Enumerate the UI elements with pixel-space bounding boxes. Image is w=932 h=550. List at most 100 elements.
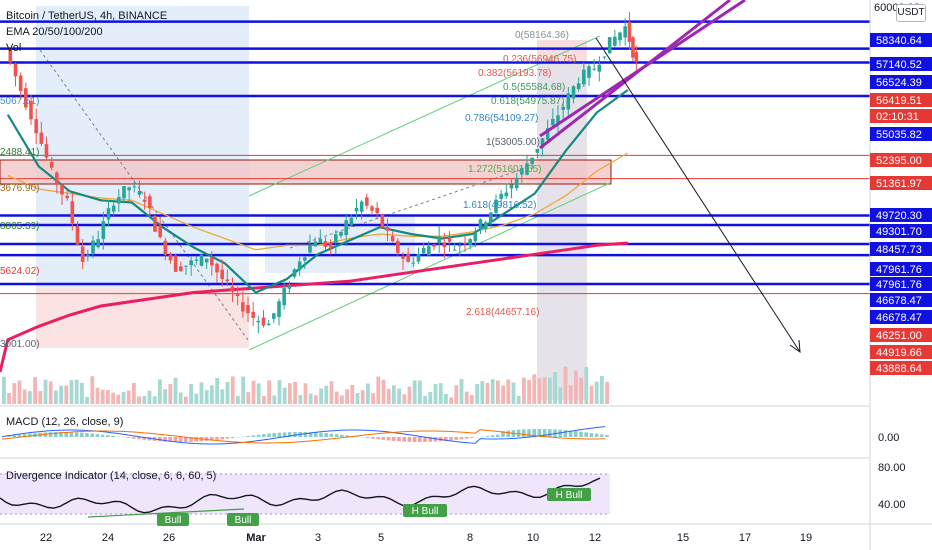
candle-body — [514, 177, 519, 189]
macd-legend[interactable]: MACD (12, 26, close, 9) — [6, 416, 124, 428]
macd-bar — [225, 437, 230, 439]
candle-body — [137, 190, 142, 195]
macd-bar — [563, 430, 568, 437]
ema-legend[interactable]: EMA 20/50/100/200 — [6, 26, 103, 38]
volume-bar — [121, 391, 126, 404]
time-axis-label: Mar — [246, 532, 266, 544]
volume-bar — [173, 377, 178, 404]
candle-body — [406, 253, 410, 262]
bull-badge — [227, 513, 259, 526]
time-axis[interactable]: 22 24 26 Mar 3 5 8 10 12 15 17 19 — [40, 532, 812, 544]
dashed-trendlines — [39, 49, 521, 341]
divergence-axis-80: 80.00 — [878, 462, 906, 474]
candle-body — [576, 83, 581, 90]
price-axis-value: 51361.97 — [876, 178, 922, 190]
macd-pane[interactable] — [1, 426, 609, 445]
fib-label: 1.272(51601.65) — [468, 164, 541, 175]
divergence-line[interactable] — [0, 477, 601, 514]
candle-body — [349, 217, 354, 226]
macd-bar — [324, 433, 328, 437]
volume-bar — [298, 395, 303, 404]
macd-bar — [54, 432, 58, 437]
vol-legend[interactable]: Vol — [6, 42, 22, 54]
volume-bar — [600, 376, 604, 404]
candle-body — [251, 311, 255, 318]
volume-bar — [59, 385, 63, 404]
candle-body — [86, 254, 90, 256]
fib-label: 1(53005.00) — [486, 137, 540, 148]
volume-bar — [256, 383, 261, 404]
resistance-zone[interactable] — [0, 159, 612, 185]
projection-arrow[interactable] — [595, 37, 801, 354]
price-axis-value: 47961.76 — [876, 264, 922, 276]
macd-bar — [80, 432, 84, 437]
macd-bar — [584, 432, 588, 437]
candle-body — [354, 207, 359, 212]
candle-body — [478, 219, 483, 230]
volume-bar — [386, 388, 391, 404]
time-axis-label: 12 — [589, 532, 601, 544]
price-axis-badge — [870, 33, 932, 47]
volume-bar — [236, 395, 240, 404]
fib-labels: 0(58164.36) 0.236(56946.75) 0.382(56193.78… — [463, 30, 576, 318]
candles[interactable] — [8, 12, 639, 334]
volume-bar — [132, 382, 136, 404]
macd-bar — [293, 432, 297, 437]
purple-channel[interactable] — [539, 0, 746, 150]
volume-bar — [184, 396, 188, 404]
ema200-line[interactable] — [0, 241, 628, 373]
candle-body — [613, 36, 617, 46]
volume-bar — [33, 377, 37, 404]
macd-bar — [106, 435, 110, 437]
macd-bar — [314, 432, 318, 437]
volume-bar — [511, 382, 516, 404]
macd-bar — [605, 435, 609, 437]
candle-body — [91, 240, 95, 254]
candle-body — [292, 269, 297, 277]
candle-body — [215, 263, 219, 273]
macd-bar — [490, 435, 495, 437]
candle-body — [339, 231, 343, 236]
fib-label: 0.5(55584.68) — [503, 82, 565, 93]
price-axis-value: 55035.82 — [876, 129, 922, 141]
volume-bar — [158, 379, 162, 404]
volume-bar — [85, 397, 89, 404]
ema50-line[interactable] — [7, 152, 629, 251]
volume-bar — [522, 377, 526, 404]
volume-bar — [90, 376, 95, 404]
volume-bar — [106, 390, 110, 404]
volume-bar — [392, 385, 396, 404]
macd-bar — [574, 431, 578, 437]
candle-body — [44, 144, 49, 158]
volume-bar — [397, 388, 401, 404]
macd-axis-label: 0.00 — [878, 432, 899, 444]
time-axis-label: 10 — [527, 532, 539, 544]
fib-label: 0.236(56946.75) — [503, 54, 576, 65]
candle-body — [571, 86, 576, 99]
volume-bar — [126, 390, 131, 404]
currency-button[interactable]: USDT — [896, 4, 926, 22]
macd-bar — [454, 437, 458, 440]
ema20-line[interactable] — [6, 89, 629, 294]
volume-bar — [558, 387, 563, 404]
time-axis-label: 3 — [315, 532, 321, 544]
candle-body — [489, 212, 493, 223]
candle-body — [168, 254, 173, 261]
volume-bar — [329, 381, 334, 404]
candle-body — [75, 226, 80, 245]
candle-body — [313, 241, 317, 247]
volume-bar — [444, 393, 448, 404]
candle-body — [370, 206, 374, 211]
candle-body — [442, 242, 447, 248]
volume-bar — [459, 379, 464, 404]
volume-bar — [589, 385, 594, 404]
volume-bar — [303, 383, 308, 404]
volume-bar — [308, 393, 313, 404]
macd-bar — [28, 433, 32, 437]
candle-body — [607, 37, 612, 54]
candle-body — [308, 244, 312, 253]
candle-body — [525, 163, 529, 175]
volume-bar — [241, 376, 245, 404]
divergence-legend[interactable]: Divergence Indicator (14, close, 6, 6, 6… — [6, 470, 217, 482]
